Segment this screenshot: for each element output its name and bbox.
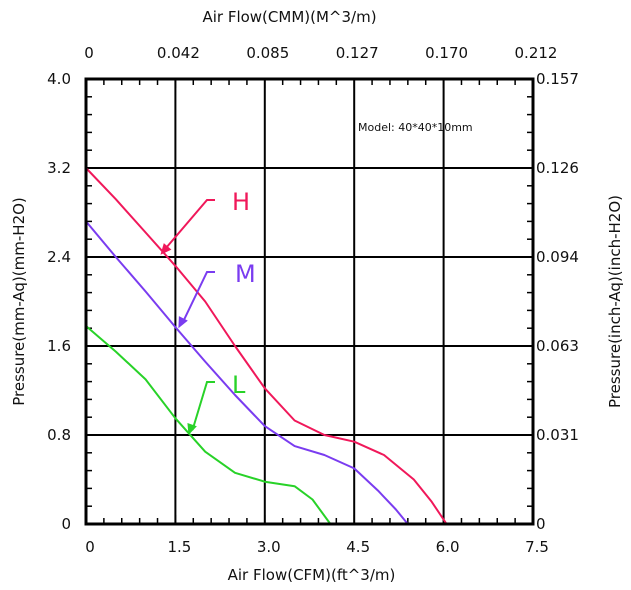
y2-tick-label: 0.094: [536, 248, 579, 266]
y2-tick-label: 0: [536, 515, 546, 533]
curve-h: [85, 167, 448, 525]
label-arrowhead-l: [187, 422, 197, 435]
y2-tick-label: 0.063: [536, 337, 579, 355]
y-axis-title: Pressure(mm-Aq)(mm-H2O): [10, 197, 28, 406]
x2-tick-label: 0.170: [425, 44, 468, 62]
grid-lines: [86, 79, 533, 524]
curve-label-arrows: H M L: [160, 188, 256, 435]
label-arrow-m: [181, 271, 215, 324]
x2-tick-label: 0.042: [157, 44, 200, 62]
tick-labels: 0 1.5 3.0 4.5 6.0 7.5 0 0.042 0.085 0.127 0.170 0.2…: [47, 44, 579, 556]
curve-label-l: L: [232, 371, 246, 399]
label-arrowhead-h: [160, 243, 172, 255]
label-arrowhead-m: [178, 316, 188, 329]
x-tick-label: 4.5: [346, 538, 370, 556]
x2-tick-label: 0.212: [515, 44, 558, 62]
y2-tick-label: 0.157: [536, 70, 579, 88]
y2-axis-title: Pressure(inch-Aq)(inch-H2O): [606, 195, 624, 408]
x2-axis-title: Air Flow(CMM)(M^3/m): [202, 8, 376, 26]
x2-tick-label: 0.085: [246, 44, 289, 62]
x-tick-label: 7.5: [525, 538, 549, 556]
x-tick-label: 6.0: [436, 538, 460, 556]
y-tick-label: 0: [61, 515, 71, 533]
y-tick-label: 4.0: [47, 70, 71, 88]
label-arrow-h: [163, 199, 215, 251]
curve-label-m: M: [235, 260, 256, 288]
y2-tick-label: 0.031: [536, 426, 579, 444]
x-tick-label: 0: [85, 538, 95, 556]
x-axis-title: Air Flow(CFM)(ft^3/m): [228, 566, 396, 584]
label-arrow-l: [191, 381, 215, 431]
y-tick-label: 2.4: [47, 248, 71, 266]
x-tick-label: 1.5: [167, 538, 191, 556]
curve-label-h: H: [232, 188, 250, 216]
x2-tick-label: 0: [84, 44, 94, 62]
x2-tick-label: 0.127: [336, 44, 379, 62]
y2-tick-label: 0.126: [536, 159, 579, 177]
y-tick-label: 3.2: [47, 159, 71, 177]
y-tick-label: 0.8: [47, 426, 71, 444]
model-annotation: Model: 40*40*10mm: [358, 121, 473, 134]
x-tick-label: 3.0: [257, 538, 281, 556]
curves: [85, 167, 448, 525]
plot-frame: [84, 77, 535, 526]
curve-m: [85, 220, 409, 525]
y-tick-label: 1.6: [47, 337, 71, 355]
curve-l: [85, 325, 332, 525]
